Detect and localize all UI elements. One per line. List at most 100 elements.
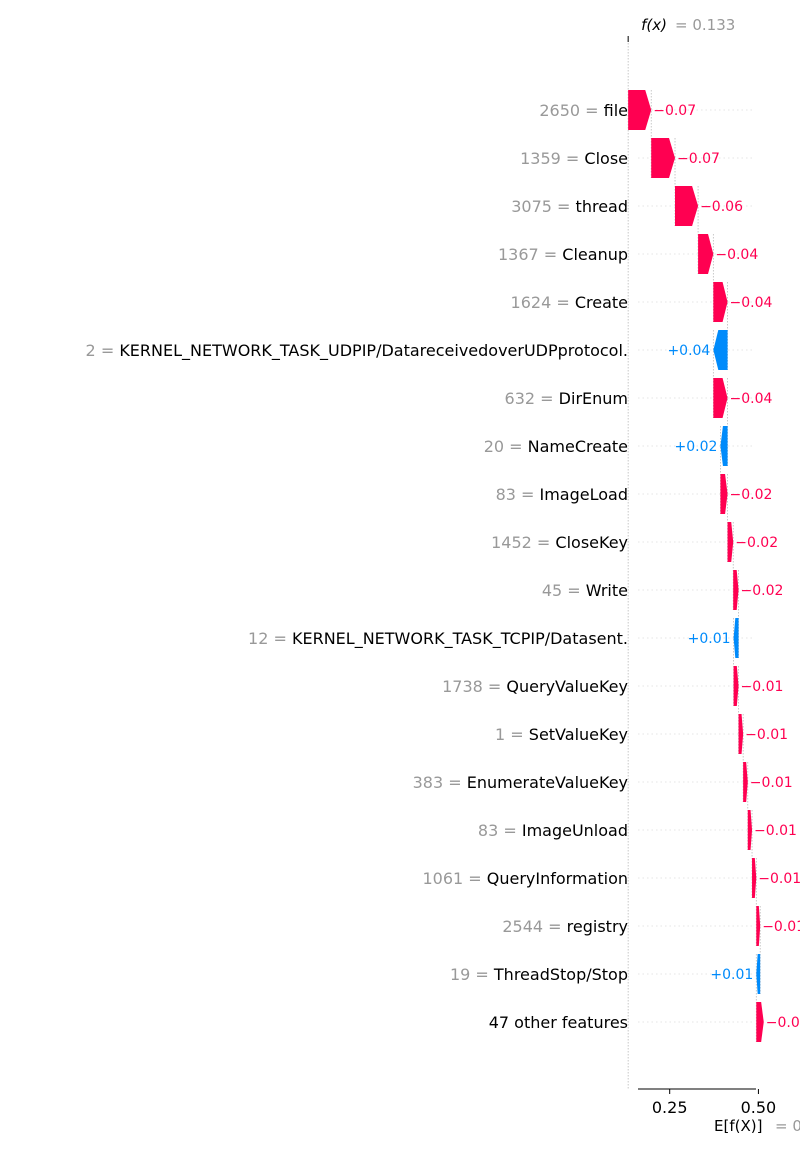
feature-value: 383 = xyxy=(413,773,467,792)
bar-value-label: +0.01 xyxy=(688,631,731,647)
feature-label: 2650 = file xyxy=(539,101,628,120)
feature-value: 632 = xyxy=(505,389,559,408)
feature-name: DirEnum xyxy=(559,389,628,408)
feature-label: 1367 = Cleanup xyxy=(498,245,628,264)
base-label: E[f(X)] xyxy=(714,1117,762,1135)
positive-contribution-bar xyxy=(756,906,761,946)
feature-label: 383 = EnumerateValueKey xyxy=(413,773,628,792)
bar-value-label: −0.01 xyxy=(758,871,800,887)
feature-label: 1359 = Close xyxy=(520,149,628,168)
feature-label: 19 = ThreadStop/Stop xyxy=(450,965,628,984)
feature-label: 1452 = CloseKey xyxy=(491,533,628,552)
feature-value: 2 = xyxy=(86,341,120,360)
feature-name: SetValueKey xyxy=(529,725,628,744)
feature-label: 2 = KERNEL_NETWORK_TASK_UDPIP/Datareceiv… xyxy=(86,341,628,361)
positive-contribution-bar xyxy=(756,1002,764,1042)
x-tick-label: 0.25 xyxy=(652,1098,688,1117)
bar-value-label: −0.01 xyxy=(745,727,788,743)
feature-name: CloseKey xyxy=(555,533,628,552)
feature-name: Cleanup xyxy=(562,245,628,264)
feature-name: ImageUnload xyxy=(522,821,628,840)
negative-contribution-bar xyxy=(733,618,739,658)
feature-label: 1 = SetValueKey xyxy=(495,725,628,744)
bar-value-label: −0.04 xyxy=(730,391,773,407)
feature-label: 47 other features xyxy=(489,1013,628,1032)
positive-contribution-bar xyxy=(752,858,757,898)
feature-name: NameCreate xyxy=(528,437,628,456)
bar-value-label: −0.04 xyxy=(715,247,758,263)
feature-label: 20 = NameCreate xyxy=(484,437,628,456)
feature-value: 1624 = xyxy=(511,293,575,312)
positive-contribution-bar xyxy=(733,570,739,610)
positive-contribution-bar xyxy=(743,762,748,802)
feature-label: 45 = Write xyxy=(542,581,628,600)
feature-label: 1738 = QueryValueKey xyxy=(442,677,628,696)
bar-value-label: +0.01 xyxy=(710,967,753,983)
bar-value-label: −0.04 xyxy=(730,295,773,311)
positive-contribution-bar xyxy=(720,474,728,514)
feature-value: 1738 = xyxy=(442,677,506,696)
feature-name: QueryInformation xyxy=(487,869,628,888)
bar-value-label: −0.07 xyxy=(677,151,720,167)
feature-value: 19 = xyxy=(450,965,494,984)
bar-value-label: +0.02 xyxy=(675,439,718,455)
positive-contribution-bar xyxy=(713,282,728,322)
base-footer: E[f(X)] = 0 xyxy=(714,1117,800,1135)
feature-value: 1359 = xyxy=(520,149,584,168)
x-axis: 0.25 0.50 xyxy=(638,1088,777,1117)
positive-contribution-bar xyxy=(675,186,699,226)
bar-value-label: +0.04 xyxy=(667,343,710,359)
feature-value: 12 = xyxy=(248,629,292,648)
bar-value-label: −0.01 xyxy=(762,919,800,935)
feature-value: 3075 = xyxy=(511,197,575,216)
feature-name: 47 other features xyxy=(489,1013,628,1032)
feature-value: 1452 = xyxy=(491,533,555,552)
feature-label: 2544 = registry xyxy=(502,917,628,936)
feature-label: 3075 = thread xyxy=(511,197,628,216)
positive-contribution-bar xyxy=(727,522,734,562)
positive-contribution-bar xyxy=(651,138,676,178)
feature-name: file xyxy=(604,101,628,120)
feature-name: thread xyxy=(576,197,628,216)
feature-value: 2650 = xyxy=(539,101,603,120)
feature-value: 2544 = xyxy=(502,917,566,936)
bar-value-label: −0.01 xyxy=(754,823,797,839)
positive-contribution-bar xyxy=(738,714,744,754)
feature-value: 45 = xyxy=(542,581,586,600)
fx-label: f(x) xyxy=(641,16,667,34)
x-tick-label: 0.50 xyxy=(741,1098,777,1117)
negative-contribution-bar xyxy=(720,426,728,466)
feature-label: 1061 = QueryInformation xyxy=(422,869,628,888)
feature-value: 1 = xyxy=(495,725,529,744)
labels-layer: −0.07 2650 = file −0.07 1359 = Close −0.06 30… xyxy=(86,101,800,1032)
bar-value-label: −0.02 xyxy=(735,535,778,551)
feature-value: 1061 = xyxy=(422,869,486,888)
feature-name: Close xyxy=(584,149,628,168)
bar-value-label: −0.01 xyxy=(741,679,784,695)
feature-name: ImageLoad xyxy=(540,485,629,504)
bar-value-label: −0.02 xyxy=(730,487,773,503)
negative-contribution-bar xyxy=(756,954,761,994)
bar-value-label: −0.02 xyxy=(766,1015,800,1031)
fx-value: = 0.133 xyxy=(675,16,735,34)
positive-contribution-bar xyxy=(713,378,728,418)
bar-value-label: −0.02 xyxy=(741,583,784,599)
base-value: = 0 xyxy=(775,1117,800,1135)
feature-label: 632 = DirEnum xyxy=(505,389,628,408)
feature-name: KERNEL_NETWORK_TASK_TCPIP/Datasent. xyxy=(292,629,628,649)
feature-name: KERNEL_NETWORK_TASK_UDPIP/Datareceivedov… xyxy=(119,341,628,361)
negative-contribution-bar xyxy=(713,330,728,370)
feature-name: Create xyxy=(575,293,628,312)
positive-contribution-bar xyxy=(698,234,714,274)
bar-value-label: −0.01 xyxy=(750,775,793,791)
positive-contribution-bar xyxy=(628,90,652,130)
feature-label: 1624 = Create xyxy=(511,293,628,312)
feature-name: ThreadStop/Stop xyxy=(493,965,628,984)
feature-value: 83 = xyxy=(478,821,522,840)
bars-layer xyxy=(628,90,764,1042)
feature-name: Write xyxy=(586,581,628,600)
feature-label: 83 = ImageLoad xyxy=(496,485,628,504)
feature-value: 83 = xyxy=(496,485,540,504)
feature-label: 83 = ImageUnload xyxy=(478,821,628,840)
